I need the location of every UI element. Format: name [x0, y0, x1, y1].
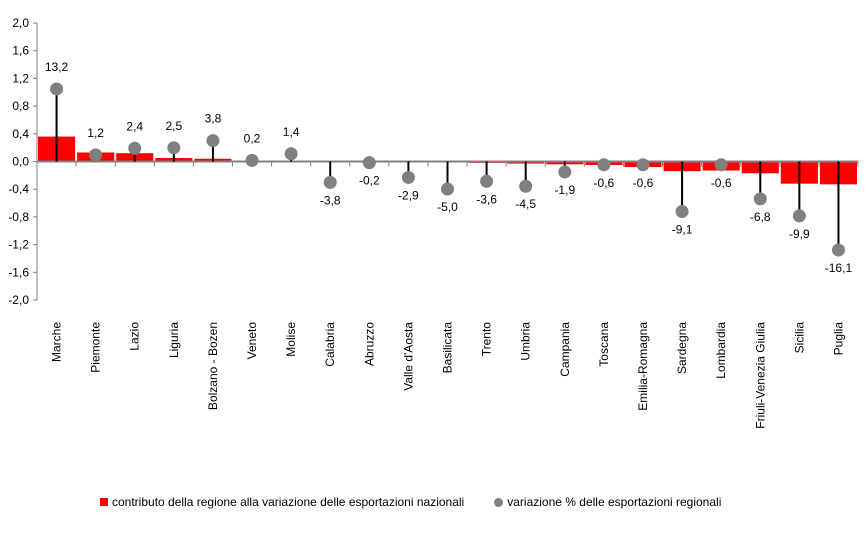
y-tick-label: 0,4 [12, 127, 29, 141]
category-label: Bolzano - Bozen [206, 322, 220, 410]
data-label: -0,2 [359, 174, 380, 188]
data-point [636, 158, 650, 172]
category-label: Valle d'Aosta [401, 322, 415, 391]
y-tick-label: -0,4 [8, 182, 29, 196]
category-label: Liguria [167, 322, 181, 358]
data-point [50, 82, 64, 96]
data-label: 13,2 [45, 60, 69, 74]
data-point [284, 147, 298, 161]
y-tick-label: -2,0 [8, 293, 29, 307]
data-label: 1,2 [87, 126, 104, 140]
data-point [206, 134, 220, 148]
category-label: Lombardia [714, 322, 728, 379]
y-tick-label: 0,0 [12, 155, 29, 169]
legend-label: contributo della regione alla variazione… [112, 495, 465, 509]
y-tick-label: 1,6 [12, 44, 29, 58]
y-tick-label: 1,2 [12, 71, 29, 85]
data-point [558, 165, 572, 179]
category-label: Calabria [323, 322, 337, 367]
data-label: -0,6 [711, 176, 732, 190]
data-label: -2,9 [398, 188, 419, 202]
category-label: Veneto [245, 322, 259, 360]
data-label: -16,1 [825, 261, 853, 275]
data-point [362, 156, 376, 170]
data-label: 2,5 [165, 119, 182, 133]
legend-swatch-dot [494, 497, 504, 507]
data-point [714, 158, 728, 172]
y-tick-label: -1,2 [8, 238, 29, 252]
category-label: Emilia-Romagna [636, 322, 650, 411]
category-label: Basilicata [441, 322, 455, 374]
legend-swatch-bar [100, 498, 108, 506]
data-label: -6,8 [750, 210, 771, 224]
legend-label: variazione % delle esportazioni regional… [507, 495, 722, 509]
data-label: -0,6 [594, 176, 615, 190]
data-label: 1,4 [283, 125, 300, 139]
data-label: -5,0 [437, 200, 458, 214]
data-point [245, 153, 259, 167]
category-label: Trento [480, 322, 494, 357]
y-tick-label: -0,8 [8, 210, 29, 224]
category-label: Molise [284, 322, 298, 357]
data-label: 2,4 [126, 119, 143, 133]
category-label: Puglia [831, 322, 845, 356]
category-label: Toscana [597, 322, 611, 367]
category-label: Friuli-Venezia Giulia [753, 322, 767, 429]
data-point [401, 170, 415, 184]
y-tick-label: -1,6 [8, 265, 29, 279]
category-label: Piemonte [89, 322, 103, 373]
data-point [519, 179, 533, 193]
category-label: Abruzzo [362, 322, 376, 366]
data-label: 0,2 [244, 131, 261, 145]
data-label: -9,1 [672, 223, 693, 237]
category-label: Lazio [128, 322, 142, 351]
data-label: 3,8 [205, 112, 222, 126]
category-label: Campania [558, 322, 572, 377]
data-point [128, 141, 142, 155]
legend-item-contribution: contributo della regione alla variazione… [100, 495, 464, 509]
data-label: -9,9 [789, 227, 810, 241]
legend: contributo della regione alla variazione… [100, 495, 721, 509]
data-point [167, 141, 181, 155]
data-point [323, 175, 337, 189]
data-point [597, 158, 611, 172]
data-point [831, 243, 845, 257]
data-label: -4,5 [515, 197, 536, 211]
category-label: Sardegna [675, 322, 689, 374]
legend-item-variation: variazione % delle esportazioni regional… [494, 495, 721, 509]
data-point [675, 205, 689, 219]
y-tick-label: 0,8 [12, 99, 29, 113]
data-point [792, 209, 806, 223]
category-label: Sicilia [792, 322, 806, 354]
data-label: -3,8 [320, 193, 341, 207]
category-label: Umbria [519, 322, 533, 361]
data-point [753, 192, 767, 206]
data-point [480, 174, 494, 188]
data-label: -0,6 [633, 176, 654, 190]
category-label: Marche [50, 322, 64, 362]
data-label: -3,6 [476, 192, 497, 206]
y-tick-label: 2,0 [12, 16, 29, 30]
data-label: -1,9 [554, 183, 575, 197]
data-point [89, 148, 103, 162]
data-point [441, 182, 454, 196]
